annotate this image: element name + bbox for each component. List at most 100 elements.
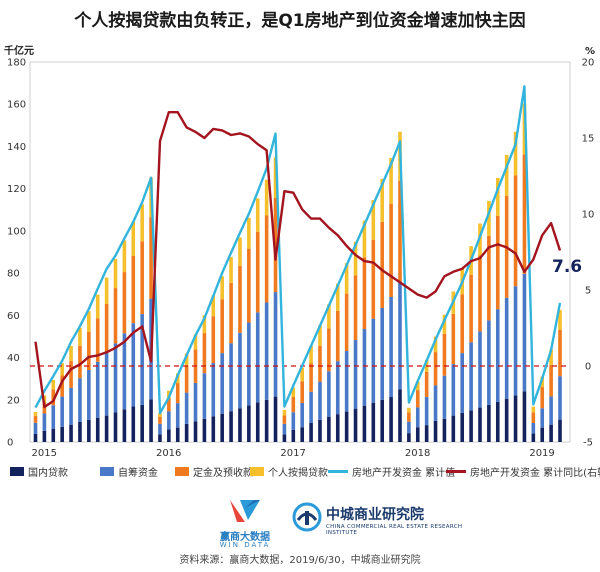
bar-deposits-prepayments (238, 265, 242, 333)
legend-item-deposits: 定金及预收款 (175, 464, 253, 479)
bar-deposits-prepayments (184, 366, 189, 393)
legend-item-mortgage: 个人按揭贷款 (250, 464, 328, 479)
bar-mortgage (558, 309, 562, 330)
bar-domestic-loans (273, 396, 278, 442)
legend-label: 定金及预收款 (193, 468, 253, 479)
bar-deposits-prepayments (398, 180, 402, 282)
bar-mortgage (202, 315, 207, 334)
bar-deposits-prepayments (255, 231, 260, 313)
bar-deposits-prepayments (442, 333, 447, 376)
bar-mortgage (69, 345, 73, 361)
bar-deposits-prepayments (469, 274, 473, 343)
bar-domestic-loans (558, 419, 562, 442)
bar-domestic-loans (78, 421, 82, 442)
bar-deposits-prepayments (335, 310, 340, 362)
bar-self-funding (549, 396, 553, 425)
bar-domestic-loans (415, 427, 420, 442)
bar-domestic-loans (478, 407, 482, 442)
bar-domestic-loans (140, 404, 144, 442)
bar-deposits-prepayments (513, 175, 518, 287)
year-tick-label: 2018 (405, 448, 430, 459)
bar-deposits-prepayments (549, 364, 553, 397)
bar-domestic-loans (104, 415, 109, 442)
bar-domestic-loans (264, 399, 269, 442)
bar-mortgage (78, 327, 82, 346)
bar-deposits-prepayments (175, 383, 180, 404)
bar-self-funding (469, 342, 473, 411)
bar-domestic-loans (131, 406, 136, 442)
bar-self-funding (433, 385, 438, 421)
bar-self-funding (504, 297, 509, 399)
left-tick-label: 120 (7, 184, 26, 195)
bar-deposits-prepayments (380, 221, 385, 308)
bar-mortgage (33, 412, 38, 416)
bar-domestic-loans (540, 427, 545, 442)
bar-deposits-prepayments (87, 332, 91, 371)
bar-deposits-prepayments (487, 235, 491, 321)
bar-deposits-prepayments (202, 333, 207, 374)
bar-self-funding (113, 343, 118, 413)
bar-deposits-prepayments (69, 360, 73, 388)
bar-domestic-loans (211, 416, 216, 442)
bar-domestic-loans (51, 428, 56, 442)
bar-self-funding (398, 281, 402, 390)
series-line-cumulative-yoy (34, 110, 562, 409)
bar-deposits-prepayments (291, 397, 296, 413)
bar-deposits-prepayments (353, 275, 358, 341)
bar-deposits-prepayments (51, 389, 56, 406)
bar-deposits-prepayments (95, 318, 100, 362)
bar-self-funding (184, 392, 189, 424)
bar-domestic-loans (193, 421, 198, 442)
bar-deposits-prepayments (558, 329, 562, 377)
bar-deposits-prepayments (531, 412, 536, 423)
bar-domestic-loans (495, 401, 500, 442)
bar-deposits-prepayments (327, 328, 331, 372)
bar-self-funding (33, 422, 38, 434)
year-tick-label: 2019 (529, 448, 554, 459)
bar-mortgage (433, 336, 438, 353)
bar-self-funding (380, 307, 385, 400)
bar-mortgage (95, 294, 100, 319)
bar-self-funding (522, 273, 527, 392)
legend-label: 自筹资金 (118, 468, 158, 479)
bar-deposits-prepayments (424, 371, 429, 398)
bar-mortgage (273, 157, 278, 198)
legend-swatch (100, 467, 114, 476)
bar-self-funding (167, 411, 171, 430)
left-tick-label: 160 (7, 100, 26, 111)
bar-mortgage (380, 178, 385, 222)
bar-self-funding (487, 320, 491, 405)
bar-mortgage (229, 257, 233, 283)
bar-domestic-loans (549, 424, 553, 442)
bar-self-funding (247, 322, 251, 406)
bar-mortgage (113, 258, 118, 289)
source-note: 资料来源：赢商大数据，2019/6/30，中城商业研究院 (179, 555, 421, 566)
legend-item-cumulative-value: 房地产开发资金 累计值 (328, 464, 455, 479)
bar-domestic-loans (291, 429, 296, 442)
bar-self-funding (291, 412, 296, 430)
bar-domestic-loans (442, 418, 447, 442)
bar-domestic-loans (380, 399, 385, 442)
bar-mortgage (291, 387, 296, 398)
bar-domestic-loans (487, 404, 491, 442)
bar-self-funding (513, 286, 518, 396)
right-tick-label: 10 (582, 210, 595, 221)
bar-deposits-prepayments (113, 288, 118, 344)
year-tick-label: 2017 (280, 448, 305, 459)
bar-mortgage (255, 198, 260, 232)
bar-deposits-prepayments (300, 381, 304, 403)
bar-self-funding (309, 391, 313, 423)
bar-self-funding (140, 314, 144, 405)
bar-domestic-loans (398, 389, 402, 442)
bar-mortgage (282, 409, 287, 416)
bar-mortgage (513, 131, 518, 176)
bar-mortgage (247, 217, 251, 249)
left-tick-label: 100 (7, 226, 26, 237)
bar-deposits-prepayments (33, 415, 38, 423)
bar-self-funding (389, 296, 393, 398)
bar-mortgage (407, 407, 411, 413)
left-tick-label: 40 (7, 353, 20, 364)
bar-deposits-prepayments (415, 390, 420, 408)
bar-mortgage (442, 314, 447, 334)
bar-mortgage (131, 221, 136, 257)
